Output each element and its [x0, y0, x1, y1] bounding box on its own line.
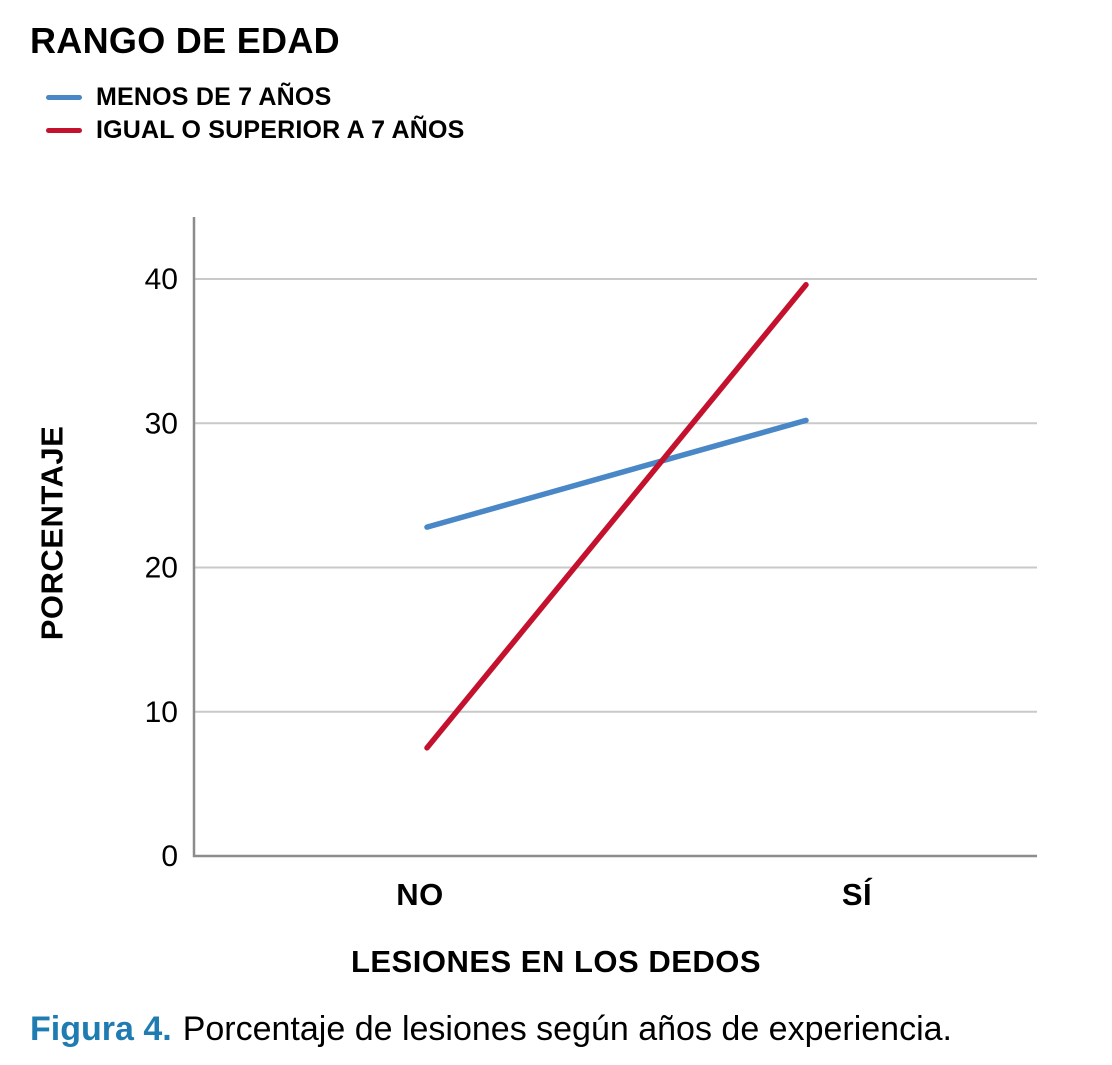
x-axis-title: LESIONES EN LOS DEDOS [351, 944, 761, 979]
category-labels-group: NO SÍ [396, 877, 873, 912]
y-tick-label: 0 [161, 840, 178, 873]
figure-caption: Figura 4. Porcentaje de lesiones según añ… [30, 1008, 952, 1051]
legend-item-menos-de-7: MENOS DE 7 AÑOS [30, 81, 464, 114]
figure-caption-text: Porcentaje de lesiones según años de exp… [182, 1010, 953, 1048]
legend-item-label: IGUAL O SUPERIOR A 7 AÑOS [96, 116, 465, 145]
series-line [424, 417, 809, 530]
series-line [424, 282, 809, 751]
series-group [424, 282, 809, 751]
tick-labels-group: 0 10 20 30 40 [145, 263, 178, 873]
x-category-label: SÍ [842, 877, 873, 912]
gridlines-group [194, 278, 1037, 713]
figure-caption-label: Figura 4. [30, 1010, 172, 1048]
y-tick-label: 40 [145, 263, 178, 296]
legend-item-label: MENOS DE 7 AÑOS [96, 83, 332, 112]
axes-group [192, 217, 1037, 858]
legend-item-igual-o-superior-7: IGUAL O SUPERIOR A 7 AÑOS [30, 114, 464, 147]
x-category-label: NO [396, 877, 444, 912]
legend-swatch-red-line [46, 128, 82, 134]
chart-legend: RANGO DE EDAD MENOS DE 7 AÑOS IGUAL O SU… [30, 20, 464, 147]
y-axis-title: PORCENTAJE [35, 426, 70, 641]
legend-swatch-blue-line [46, 95, 82, 101]
y-tick-label: 10 [145, 696, 178, 729]
y-tick-label: 30 [145, 407, 178, 440]
y-tick-label: 20 [145, 552, 178, 585]
legend-title: RANGO DE EDAD [30, 20, 340, 61]
